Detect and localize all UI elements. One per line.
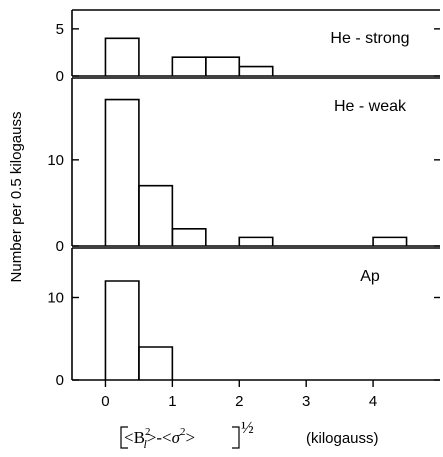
histogram-panels: 0 5 He - strong 0 10 He - weak 0 10 Ap	[47, 9, 440, 389]
x-axis-title-exponent: ½	[241, 418, 254, 437]
histogram-bar	[138, 184, 174, 246]
panel-0: 0 5 He - strong	[56, 9, 440, 85]
x-axis-title-left-bracket	[120, 426, 128, 449]
histogram-bar	[205, 56, 241, 76]
histogram-bar	[238, 236, 274, 246]
x-tick-label: 3	[302, 393, 310, 410]
y-tick-label: 5	[56, 21, 64, 38]
y-tick-label: 0	[56, 238, 64, 255]
y-tick-label: 0	[56, 372, 64, 389]
histogram-bar	[104, 98, 140, 246]
histogram-bar	[104, 280, 140, 380]
panel-label: He - strong	[330, 30, 409, 47]
histogram-bar	[138, 346, 174, 380]
x-axis-units: (kilogauss)	[306, 430, 379, 447]
histogram-bar	[372, 236, 408, 246]
x-tick-label: 4	[369, 393, 377, 410]
histogram-bar	[171, 227, 207, 246]
histogram-bar	[238, 65, 274, 76]
y-axis-title: Number per 0.5 kilogauss	[8, 112, 25, 283]
x-axis-title-formula: <B2 l>-<σ2>	[124, 426, 195, 451]
panel-2: 0 10 Ap	[47, 247, 440, 389]
x-tick-labels: 0 1 2 3 4	[101, 380, 377, 410]
panel-1: 0 10 He - weak	[47, 77, 440, 255]
panel-label: Ap	[360, 268, 380, 285]
histogram-bar	[104, 37, 140, 76]
y-tick-label: 0	[56, 68, 64, 85]
panel-label: He - weak	[334, 98, 407, 115]
x-tick-label: 1	[168, 393, 176, 410]
y-tick-label: 10	[47, 290, 64, 307]
x-axis-title: <B2 l>-<σ2> ½	[120, 418, 254, 451]
x-tick-label: 2	[235, 393, 243, 410]
y-tick-label: 10	[47, 152, 64, 169]
histogram-bar	[171, 56, 207, 76]
x-axis-title-right-bracket	[232, 426, 240, 449]
x-tick-label: 0	[101, 393, 109, 410]
